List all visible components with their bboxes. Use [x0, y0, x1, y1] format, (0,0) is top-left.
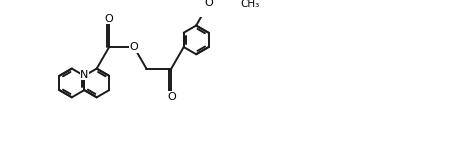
Text: N: N — [80, 70, 88, 80]
Text: O: O — [130, 42, 138, 52]
Text: O: O — [105, 14, 114, 24]
Text: CH₃: CH₃ — [240, 0, 260, 9]
Text: O: O — [204, 0, 213, 8]
Text: O: O — [167, 92, 176, 102]
